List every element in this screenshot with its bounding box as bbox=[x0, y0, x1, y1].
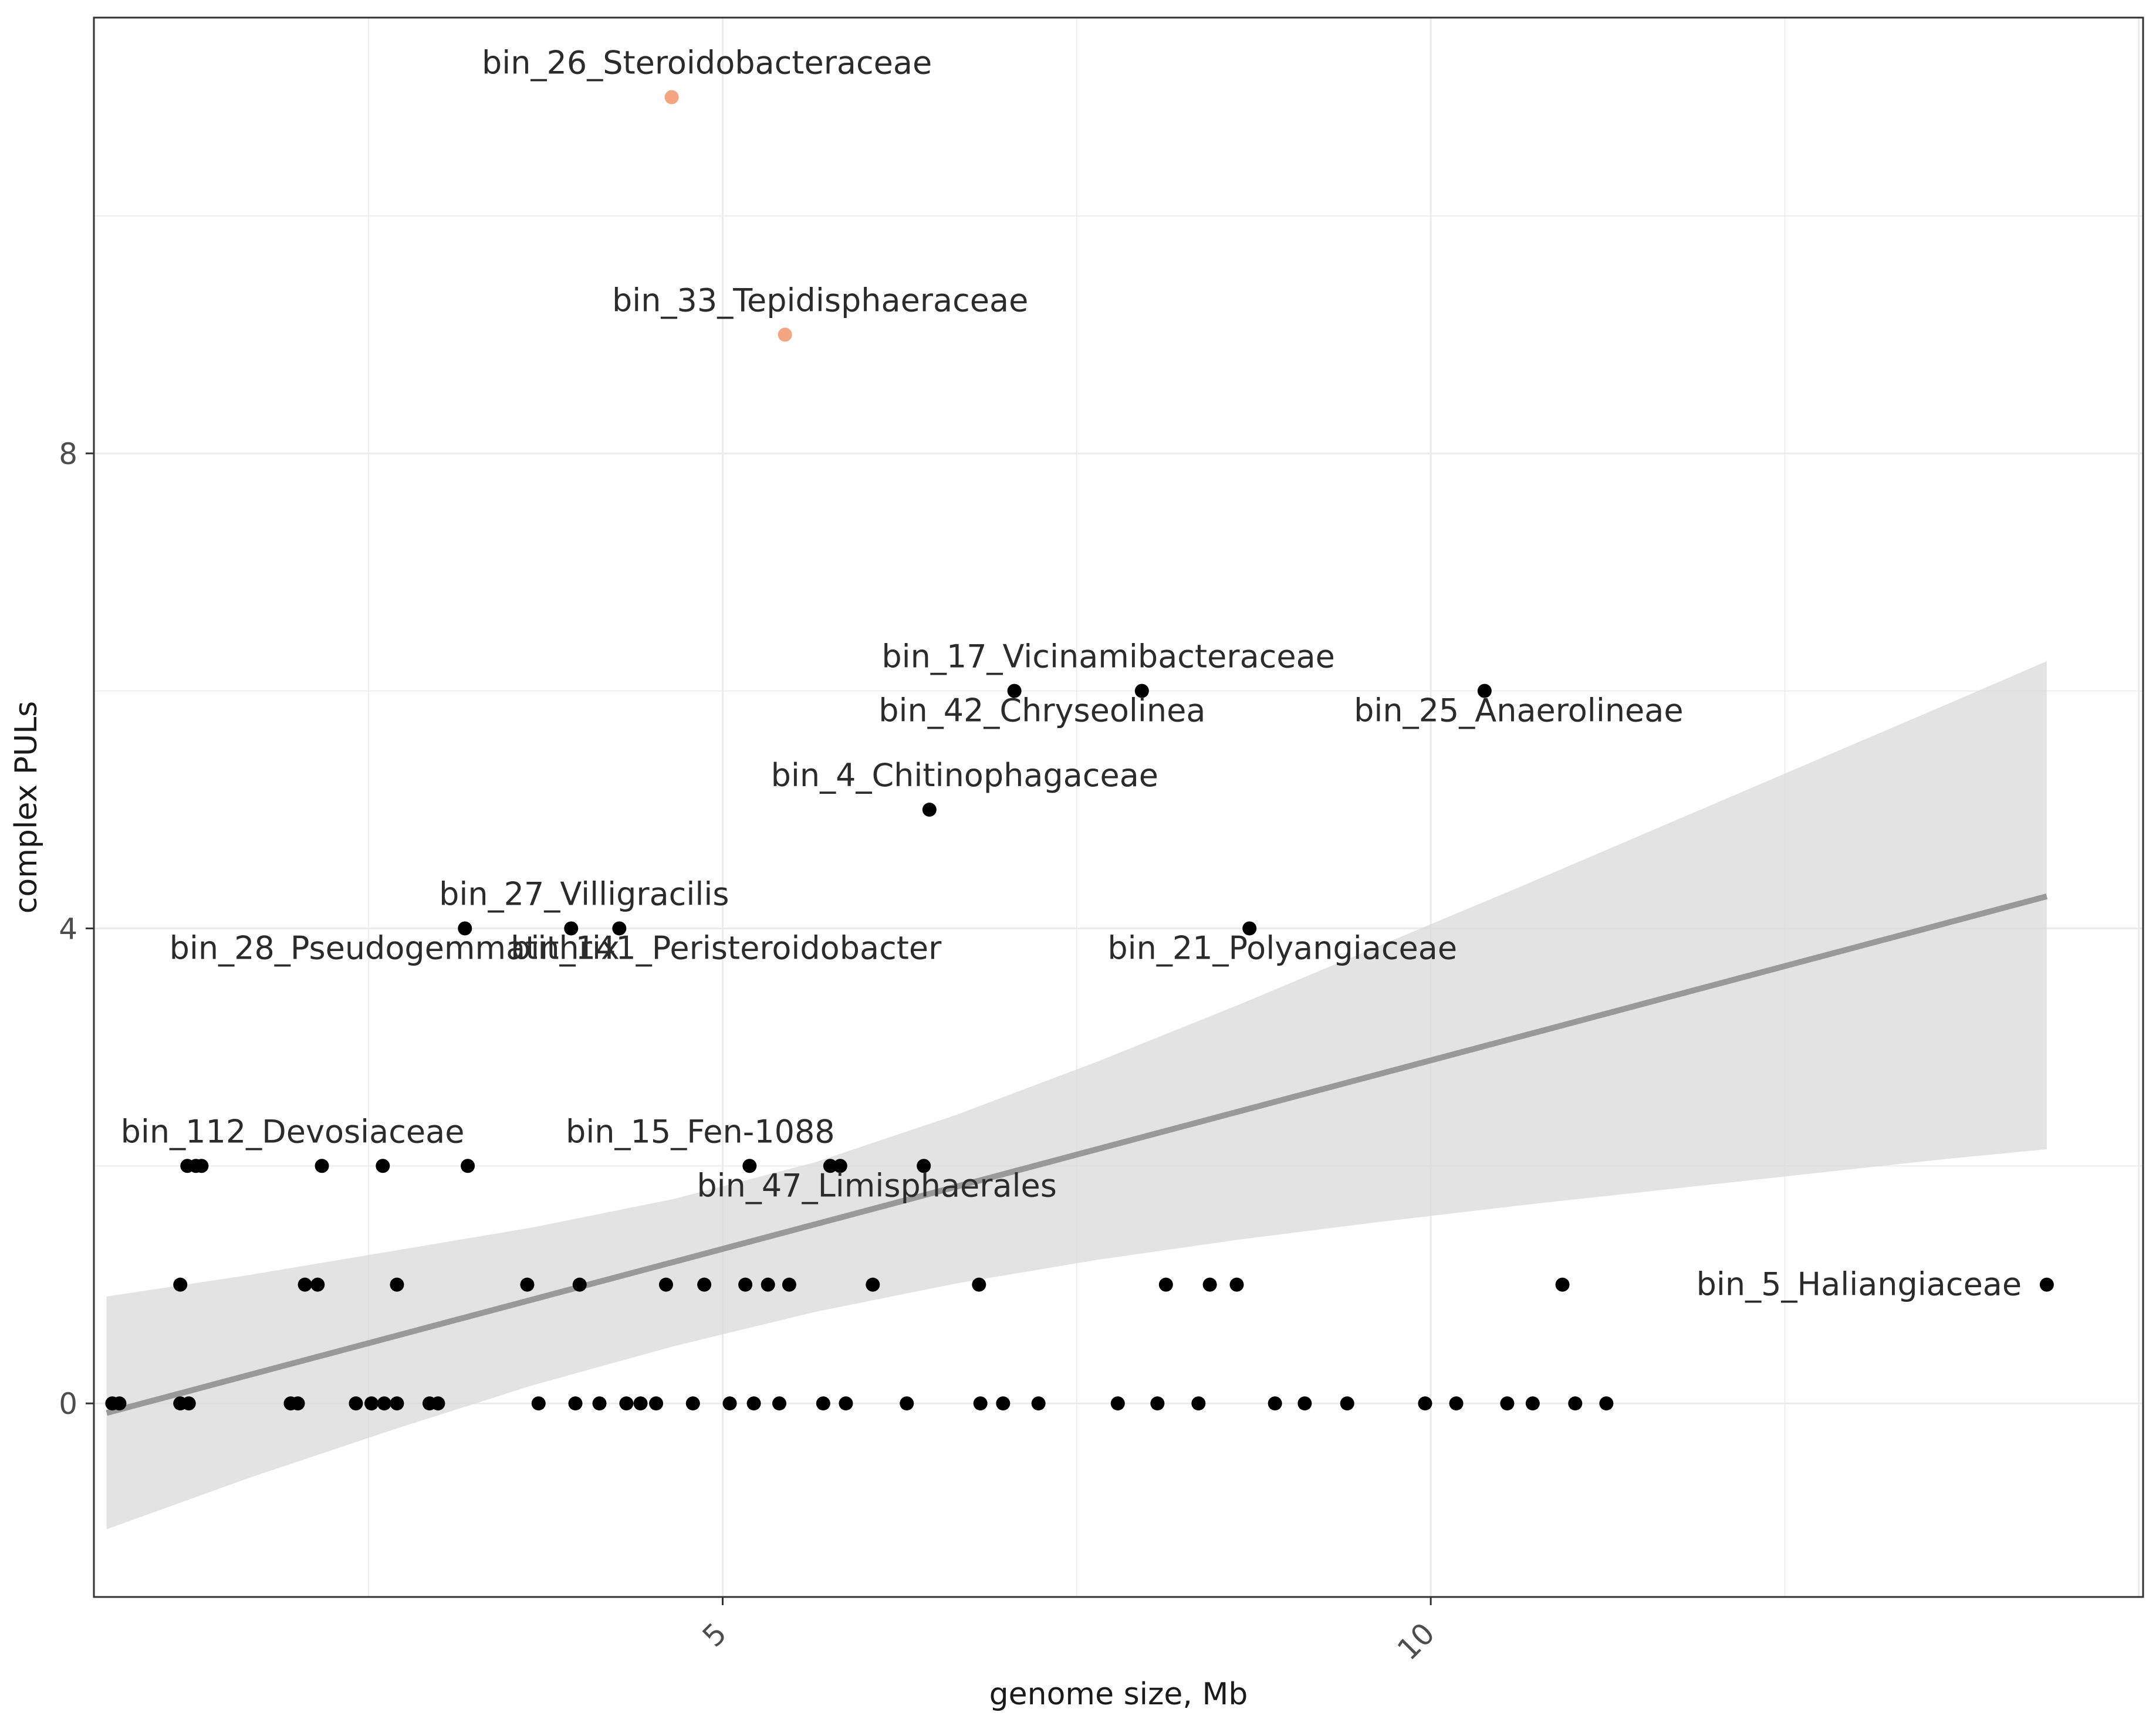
data-point bbox=[996, 1396, 1011, 1411]
data-point bbox=[564, 921, 579, 936]
data-point bbox=[364, 1396, 379, 1411]
data-point bbox=[742, 1159, 757, 1173]
point-label: bin_4_Chitinophagaceae bbox=[771, 757, 1158, 794]
data-point bbox=[1525, 1396, 1540, 1411]
data-point bbox=[376, 1159, 390, 1173]
data-point bbox=[1449, 1396, 1464, 1411]
regression-line bbox=[106, 893, 2048, 1416]
data-point bbox=[520, 1277, 535, 1292]
data-point bbox=[782, 1277, 796, 1292]
data-point bbox=[685, 1396, 700, 1411]
point-labels: bin_26_Steroidobacteraceae bin_33_Tepidis… bbox=[121, 45, 2022, 1303]
data-point bbox=[619, 1396, 634, 1411]
data-point bbox=[649, 1396, 664, 1411]
data-point bbox=[1031, 1396, 1046, 1411]
data-point bbox=[612, 921, 627, 936]
point-label: bin_33_Tepidisphaeraceae bbox=[612, 282, 1028, 319]
data-point bbox=[833, 1159, 847, 1173]
data-point bbox=[283, 1396, 298, 1411]
data-point bbox=[746, 1396, 761, 1411]
data-point bbox=[1340, 1396, 1354, 1411]
data-points bbox=[105, 90, 2054, 1411]
x-axis-title: genome size, Mb bbox=[989, 1677, 1248, 1712]
data-point bbox=[1007, 683, 1022, 698]
data-point bbox=[315, 1159, 329, 1173]
data-point bbox=[839, 1396, 853, 1411]
ribbon-area bbox=[106, 661, 2047, 1529]
data-point bbox=[194, 1159, 209, 1173]
data-point bbox=[1500, 1396, 1515, 1411]
data-point bbox=[973, 1396, 988, 1411]
data-point bbox=[722, 1396, 737, 1411]
data-point bbox=[1191, 1396, 1206, 1411]
data-point bbox=[900, 1396, 914, 1411]
data-point bbox=[592, 1396, 607, 1411]
data-point bbox=[377, 1396, 391, 1411]
data-point bbox=[633, 1396, 648, 1411]
point-label: bin_112_Devosiaceae bbox=[121, 1113, 465, 1150]
data-point bbox=[1568, 1396, 1583, 1411]
data-point bbox=[1110, 1396, 1125, 1411]
point-label: bin_15_Fen-1088 bbox=[566, 1113, 835, 1150]
data-point bbox=[761, 1277, 775, 1292]
confidence-ribbon bbox=[106, 661, 2047, 1529]
data-point bbox=[738, 1277, 753, 1292]
data-point bbox=[823, 1159, 837, 1173]
fit-line bbox=[106, 893, 2048, 1416]
data-point bbox=[173, 1277, 188, 1292]
y-tick-label: 0 bbox=[59, 1387, 77, 1421]
data-point bbox=[310, 1277, 325, 1292]
data-point bbox=[1158, 1277, 1173, 1292]
point-label: bin_21_Polyangiaceae bbox=[1107, 929, 1457, 966]
highlight-point bbox=[778, 327, 792, 342]
data-point bbox=[1229, 1277, 1244, 1292]
data-point bbox=[349, 1396, 363, 1411]
data-point bbox=[1555, 1277, 1570, 1292]
point-label: bin_17_Vicinamibacteraceae bbox=[881, 638, 1335, 675]
data-point bbox=[1202, 1277, 1217, 1292]
data-point bbox=[1297, 1396, 1312, 1411]
highlight-point bbox=[664, 90, 679, 104]
data-point bbox=[1477, 683, 1492, 698]
point-label: bin_28_Pseudogemmatithrix bbox=[170, 929, 620, 966]
data-point bbox=[1268, 1396, 1282, 1411]
data-point bbox=[181, 1396, 196, 1411]
data-point bbox=[1134, 683, 1149, 698]
data-point bbox=[572, 1277, 587, 1292]
data-point bbox=[298, 1277, 312, 1292]
data-point bbox=[1599, 1396, 1614, 1411]
data-point bbox=[917, 1159, 931, 1173]
y-axis-title: complex PULs bbox=[9, 701, 44, 913]
data-point bbox=[531, 1396, 546, 1411]
point-label: bin_141_Peristeroidobacter bbox=[511, 929, 942, 966]
data-point bbox=[422, 1396, 437, 1411]
y-tick-label: 4 bbox=[59, 912, 77, 946]
data-point bbox=[1418, 1396, 1432, 1411]
y-tick-label: 8 bbox=[59, 437, 77, 471]
data-point bbox=[461, 1159, 475, 1173]
point-label: bin_25_Anaerolineae bbox=[1354, 692, 1684, 729]
data-point bbox=[2039, 1277, 2054, 1292]
data-point bbox=[112, 1396, 127, 1411]
data-point bbox=[816, 1396, 830, 1411]
panel-border bbox=[93, 16, 2144, 1598]
point-label: bin_26_Steroidobacteraceae bbox=[482, 45, 932, 82]
data-point bbox=[1242, 921, 1257, 936]
data-point bbox=[658, 1277, 673, 1292]
data-point bbox=[1150, 1396, 1165, 1411]
point-label: bin_42_Chryseolinea bbox=[878, 692, 1205, 729]
point-label: bin_5_Haliangiaceae bbox=[1697, 1266, 2022, 1303]
data-point bbox=[390, 1396, 404, 1411]
data-point bbox=[922, 803, 937, 817]
data-point bbox=[390, 1277, 404, 1292]
data-point bbox=[458, 921, 472, 936]
data-point bbox=[866, 1277, 880, 1292]
point-label: bin_47_Limisphaerales bbox=[697, 1167, 1057, 1204]
data-point bbox=[568, 1396, 583, 1411]
point-label: bin_27_Villigracilis bbox=[439, 875, 729, 912]
data-point bbox=[972, 1277, 986, 1292]
data-point bbox=[772, 1396, 787, 1411]
data-point bbox=[697, 1277, 712, 1292]
